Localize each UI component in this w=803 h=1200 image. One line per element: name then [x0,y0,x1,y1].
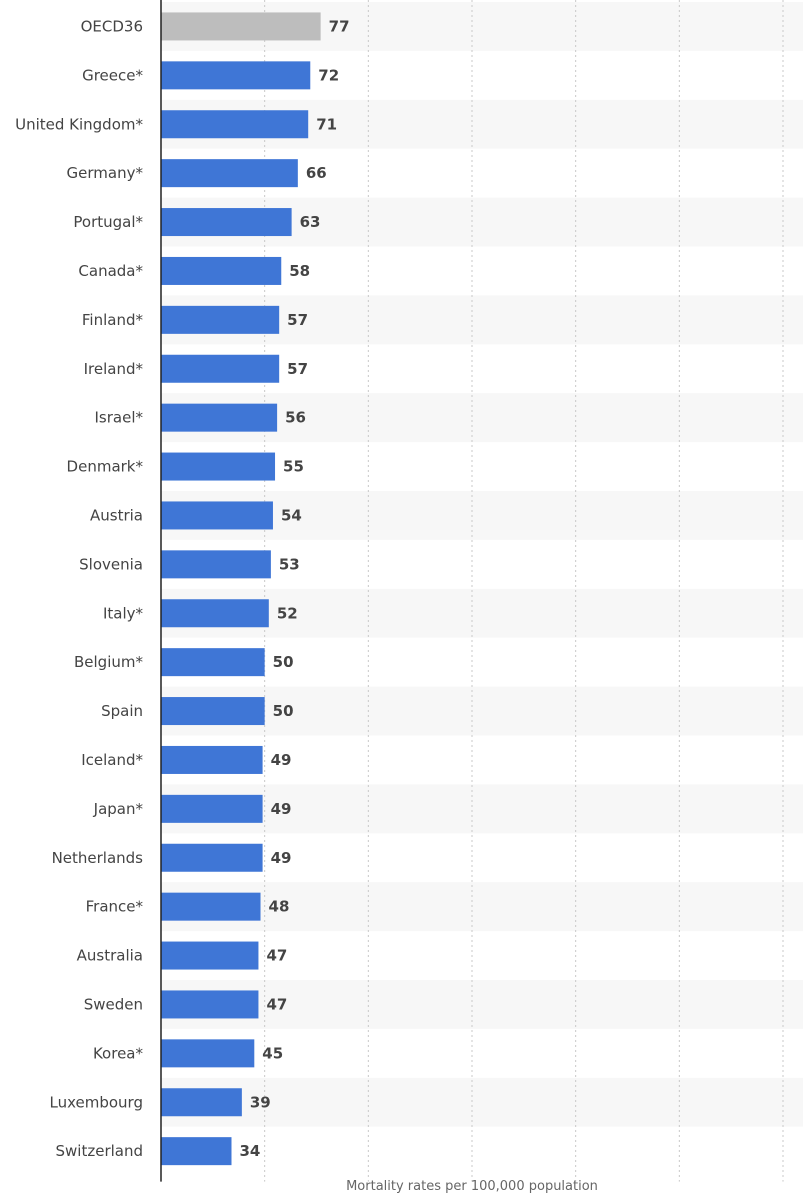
category-label: Israel* [95,409,144,427]
value-labels: 77 72 71 66 63 58 57 57 56 55 54 53 52 50 50 49 49 49 48 47… [239,17,349,1160]
bar [161,354,280,383]
value-label: 54 [281,506,302,524]
row-band [161,686,803,736]
bar [161,794,263,823]
category-label: Italy* [103,604,144,622]
bar [161,1137,232,1166]
bar [161,305,280,334]
value-label: 45 [262,1044,283,1062]
category-label: Finland* [82,311,144,329]
x-axis-title: Mortality rates per 100,000 population [346,1179,598,1194]
value-label: 71 [316,115,337,133]
category-label: Portugal* [73,213,143,231]
value-label: 57 [287,311,308,329]
category-label: Ireland* [84,360,144,378]
value-label: 47 [266,995,287,1013]
category-label: Slovenia [79,555,143,573]
category-label: Japan* [93,800,144,818]
value-label: 50 [273,702,294,720]
category-label: Switzerland [56,1142,144,1160]
bar [161,256,282,285]
bar [161,403,278,432]
bar [161,208,292,237]
value-label: 49 [271,849,292,867]
category-label: Korea* [93,1044,144,1062]
bar [161,452,276,481]
value-label: 50 [273,653,294,671]
category-label: OECD36 [81,17,143,35]
grid-lines [264,0,784,1182]
category-label: Denmark* [67,458,144,476]
row-band [161,784,803,834]
bar [161,1088,242,1117]
bar [161,697,265,726]
category-label: Germany* [67,164,144,182]
value-label: 55 [283,458,304,476]
bar [161,599,269,628]
category-label: Netherlands [52,849,144,867]
bar [161,745,263,774]
category-label: France* [86,898,144,916]
category-label: Spain [101,702,143,720]
bar [161,550,271,579]
bar [161,648,265,677]
bar [161,110,309,139]
value-label: 77 [329,17,350,35]
bar [161,12,321,41]
value-label: 39 [250,1093,271,1111]
bar [161,892,261,921]
row-band [161,882,803,932]
bars [161,12,321,1166]
value-label: 72 [318,66,339,84]
category-label: Canada* [78,262,143,280]
value-label: 49 [271,751,292,769]
bar [161,501,273,530]
bar [161,61,311,90]
bar [161,159,298,188]
category-labels: OECD36 Greece* United Kingdom* Germany* Port… [15,17,143,1160]
value-label: 66 [306,164,327,182]
row-band [161,980,803,1029]
value-label: 34 [239,1142,260,1160]
row-band [161,1077,803,1127]
value-label: 53 [279,555,300,573]
value-label: 63 [300,213,321,231]
category-label: Iceland* [81,751,143,769]
category-label: Luxembourg [50,1093,144,1111]
value-label: 47 [266,947,287,965]
category-label: Belgium* [74,653,143,671]
bar [161,941,259,970]
value-label: 56 [285,409,306,427]
category-label: Sweden [84,995,143,1013]
bar [161,843,263,872]
value-label: 48 [269,898,290,916]
value-label: 57 [287,360,308,378]
category-label: United Kingdom* [15,115,143,133]
bar [161,990,259,1019]
category-label: Australia [77,947,143,965]
category-label: Austria [90,506,143,524]
value-label: 58 [289,262,310,280]
value-label: 52 [277,604,298,622]
bar [161,1039,255,1068]
category-label: Greece* [82,66,143,84]
value-label: 49 [271,800,292,818]
